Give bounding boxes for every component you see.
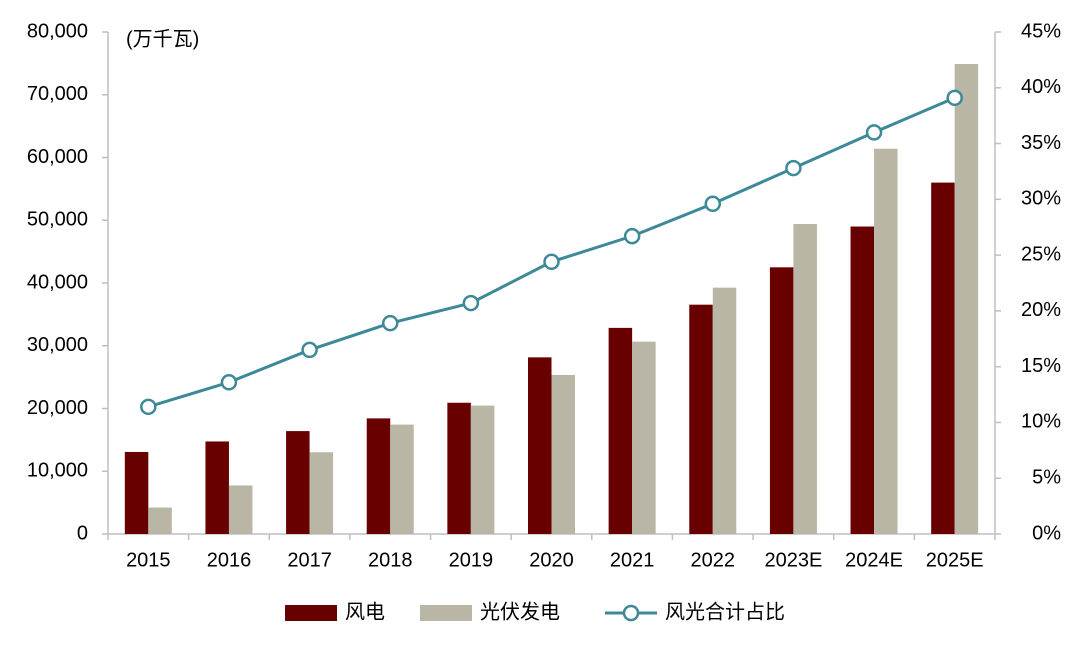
bar	[931, 182, 955, 534]
y-tick-label: 0	[77, 522, 88, 544]
y2-tick-label: 5%	[1032, 467, 1061, 489]
y-tick-label: 40,000	[27, 271, 88, 293]
legend-swatch-marker	[622, 604, 640, 622]
x-tick-label: 2024E	[845, 549, 903, 571]
bar	[148, 507, 172, 534]
legend-label: 风电	[345, 600, 385, 623]
bar	[712, 287, 737, 534]
line-marker	[623, 227, 641, 245]
y-tick-label: 30,000	[27, 334, 88, 356]
y2-tick-label: 35%	[1021, 132, 1061, 154]
bar	[874, 148, 898, 534]
legend-label: 光伏发电	[480, 600, 560, 623]
line-marker	[220, 374, 238, 391]
y2-tick-label: 45%	[1021, 20, 1061, 42]
y-tick-label: 10,000	[27, 460, 88, 482]
x-tick-label: 2015	[126, 549, 171, 571]
bar	[608, 327, 633, 534]
line-marker	[865, 124, 883, 141]
bar	[850, 226, 875, 534]
legend-label: 风光合计占比	[665, 600, 785, 623]
bar	[366, 418, 391, 534]
y2-tick-label: 0%	[1032, 522, 1061, 544]
line-marker	[785, 159, 802, 177]
bar	[528, 357, 552, 534]
line-marker	[704, 195, 722, 213]
x-tick-label: 2021	[610, 549, 655, 571]
line-marker	[301, 341, 318, 359]
line-marker	[140, 398, 157, 416]
bar	[309, 452, 334, 534]
x-tick-label: 2017	[287, 549, 332, 571]
y2-tick-label: 15%	[1021, 355, 1061, 377]
bar	[228, 485, 253, 534]
bar	[124, 451, 149, 534]
y2-tick-label: 40%	[1021, 76, 1061, 98]
y-tick-label: 50,000	[27, 209, 88, 231]
x-tick-label: 2019	[449, 549, 494, 571]
y-tick-label: 70,000	[27, 83, 88, 105]
bar	[390, 424, 414, 534]
y2-tick-label: 30%	[1021, 188, 1061, 210]
line-marker	[381, 314, 399, 332]
bar	[793, 224, 817, 534]
bar	[551, 374, 575, 534]
y2-tick-label: 25%	[1021, 243, 1061, 265]
x-tick-label: 2022	[691, 549, 736, 571]
x-tick-label: 2025E	[926, 549, 984, 571]
x-tick-label: 2018	[368, 549, 413, 571]
legend-swatch	[285, 605, 337, 621]
bar	[447, 402, 471, 534]
y-axis-unit: (万千瓦)	[126, 27, 199, 50]
y-tick-label: 60,000	[27, 146, 88, 168]
legend-swatch	[420, 605, 472, 621]
line-marker	[462, 294, 480, 312]
y-tick-label: 20,000	[27, 397, 88, 419]
x-tick-label: 2023E	[764, 549, 822, 571]
x-tick-label: 2020	[529, 549, 574, 571]
y-tick-label: 80,000	[27, 20, 88, 42]
bar	[769, 267, 794, 534]
bar	[689, 304, 713, 534]
bar	[632, 341, 656, 534]
y2-tick-label: 10%	[1021, 411, 1061, 433]
y2-tick-label: 20%	[1021, 299, 1061, 321]
bar	[286, 431, 310, 534]
line-marker	[543, 253, 560, 271]
bar	[205, 441, 229, 534]
bar	[954, 64, 979, 534]
line-marker	[946, 89, 963, 107]
x-tick-label: 2016	[207, 549, 252, 571]
bar	[470, 405, 495, 534]
